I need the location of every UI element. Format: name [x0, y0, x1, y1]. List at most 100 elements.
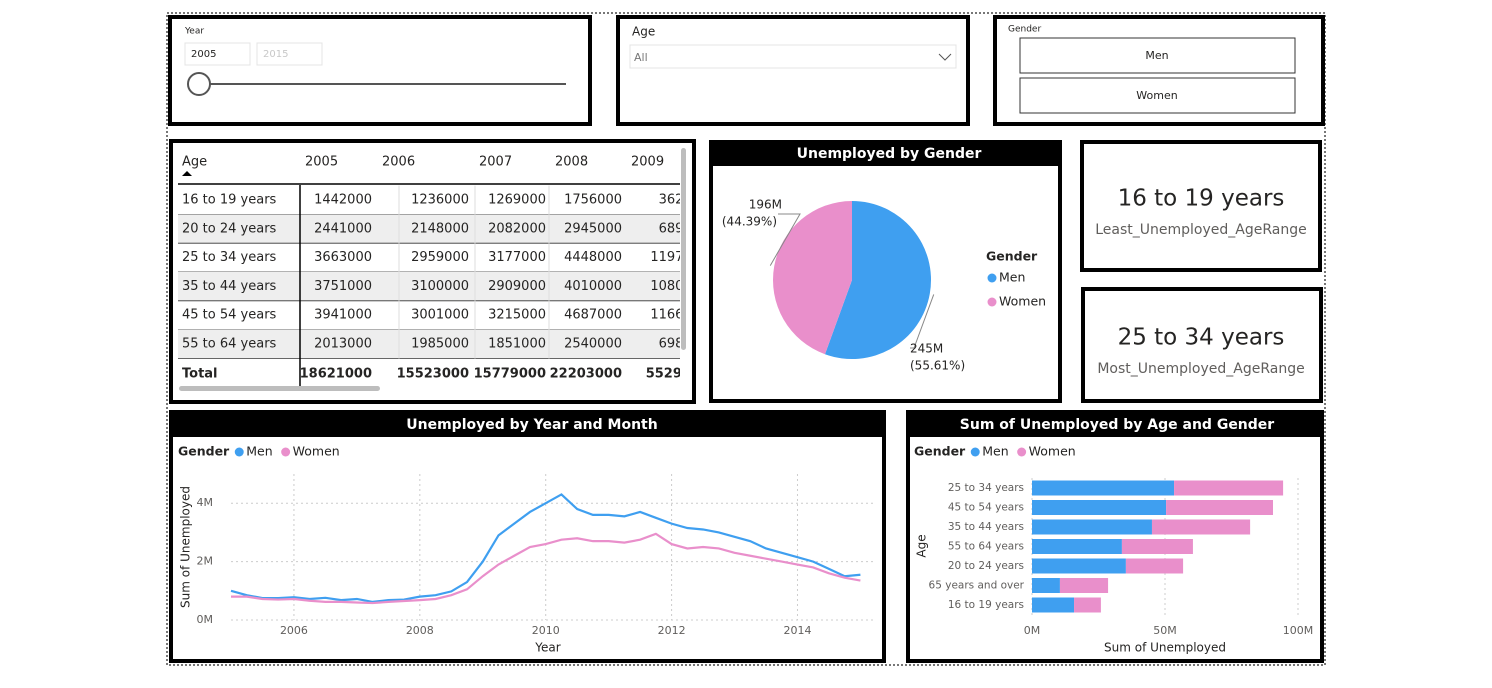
cell-value: 1756000	[564, 193, 622, 208]
title-bar	[173, 412, 882, 437]
cell-value: 3177000	[488, 250, 546, 265]
cell-value: 1442000	[314, 193, 372, 208]
cell-value: 3941000	[314, 308, 372, 323]
total-cell: 18621000	[300, 367, 372, 382]
bar-segment	[1032, 539, 1122, 554]
y-tick-label: 25 to 34 years	[948, 482, 1024, 494]
year-end[interactable]: 2015	[263, 49, 288, 60]
card	[1080, 140, 1322, 272]
v-scrollbar	[681, 148, 686, 350]
age-slicer	[616, 15, 970, 126]
x-tick-label: 100M	[1283, 624, 1314, 637]
cell-value: 2540000	[564, 337, 622, 352]
cell-value: 2013000	[314, 337, 372, 352]
y-tick-label: 2M	[197, 555, 214, 568]
page-outline	[166, 12, 1326, 666]
legend-label: Men	[982, 444, 1008, 459]
row-band	[178, 272, 680, 301]
card-label: Least_Unemployed_AgeRange	[1095, 222, 1306, 238]
table: Age 2005 2006 2007 2008 2009 16 to 19 years 144…	[178, 148, 700, 391]
year-start-input[interactable]	[184, 42, 251, 66]
legend-swatch	[234, 447, 244, 457]
total-cell: 15779000	[474, 367, 546, 382]
legend-label: Women	[293, 444, 340, 459]
row-label: 45 to 54 years	[182, 308, 277, 323]
y-tick-label: 55 to 64 years	[948, 541, 1024, 553]
cell-value: 2945000	[564, 221, 622, 236]
cell-value: 116620	[650, 308, 700, 323]
table-panel	[169, 139, 696, 404]
bar-segment	[1166, 500, 1273, 515]
card-value: 16 to 19 years	[1118, 186, 1285, 212]
total-cell: 22203000	[550, 367, 622, 382]
data-label-percent: (44.39%)	[722, 215, 777, 229]
bar-segment	[1032, 578, 1060, 593]
column-header: 2005	[305, 155, 338, 170]
x-axis-title: Sum of Unemployed	[1104, 641, 1226, 655]
title-bar	[910, 412, 1320, 437]
column-header: 2009	[631, 155, 664, 170]
pie-slice	[772, 201, 852, 355]
y-tick-label: 4M	[197, 496, 214, 509]
legend-swatch	[987, 273, 997, 283]
column-header: Age	[182, 155, 207, 170]
card	[1081, 287, 1323, 403]
year-start[interactable]: 2005	[191, 49, 216, 60]
x-tick-label: 2014	[783, 624, 811, 637]
data-label-percent: (55.61%)	[910, 359, 965, 373]
row-band	[178, 329, 680, 359]
cell-value: 3215000	[488, 308, 546, 323]
slicer-title: Year	[184, 27, 204, 37]
gender-option[interactable]: Men	[1145, 49, 1168, 62]
cell-value: 2909000	[488, 279, 546, 294]
data-label: 245M	[910, 342, 943, 356]
legend-swatch	[1017, 447, 1027, 457]
bar-panel	[906, 410, 1324, 663]
x-tick-label: 2008	[406, 624, 434, 637]
legend-swatch	[281, 447, 291, 457]
cell-value: 4448000	[564, 250, 622, 265]
cell-value: 1269000	[488, 193, 546, 208]
age-selected[interactable]: All	[634, 51, 648, 64]
column-header: 2008	[555, 155, 588, 170]
card-label: Most_Unemployed_AgeRange	[1097, 361, 1304, 377]
chart-title: Unemployed by Gender	[797, 146, 982, 162]
age-dropdown[interactable]	[629, 44, 957, 69]
cell-value: 3751000	[314, 279, 372, 294]
y-tick-label: 20 to 24 years	[948, 560, 1024, 572]
cell-value: 2959000	[411, 250, 469, 265]
bar-segment	[1059, 578, 1109, 593]
legend-label: Women	[1029, 444, 1076, 459]
bar-segment	[1032, 519, 1152, 535]
cell-value: 4010000	[564, 279, 622, 294]
x-tick-label: 2012	[658, 624, 686, 637]
chevron	[938, 53, 952, 61]
y-tick-label: 16 to 19 years	[948, 599, 1024, 611]
x-tick-label: 2006	[280, 624, 308, 637]
sort-arrow	[182, 171, 192, 176]
year-slicer	[168, 15, 592, 126]
bar-segment	[1174, 480, 1284, 496]
column-header: 2007	[479, 155, 512, 170]
gender-option[interactable]: Women	[1136, 89, 1177, 102]
total-cell: Total	[182, 367, 218, 382]
legend-label: Men	[999, 270, 1025, 285]
gender-button[interactable]	[1019, 77, 1296, 114]
cell-value: 119720	[650, 250, 700, 265]
bar-segment	[1125, 558, 1184, 574]
title-bar	[713, 142, 1058, 166]
x-tick-label: 0M	[1024, 624, 1041, 637]
column-header: 2006	[382, 155, 415, 170]
y-tick-label: 65 years and over	[929, 580, 1025, 592]
gender-button[interactable]	[1019, 37, 1296, 74]
line-panel	[169, 410, 886, 663]
h-scrollbar	[179, 386, 380, 391]
x-axis-title: Year	[534, 641, 560, 655]
bar-segment	[1074, 597, 1101, 613]
bar-segment	[1121, 539, 1193, 554]
slider-handle[interactable]	[187, 72, 211, 96]
legend-label: Men	[246, 444, 272, 459]
year-end-input[interactable]	[256, 42, 323, 66]
cell-value: 2148000	[411, 221, 469, 236]
